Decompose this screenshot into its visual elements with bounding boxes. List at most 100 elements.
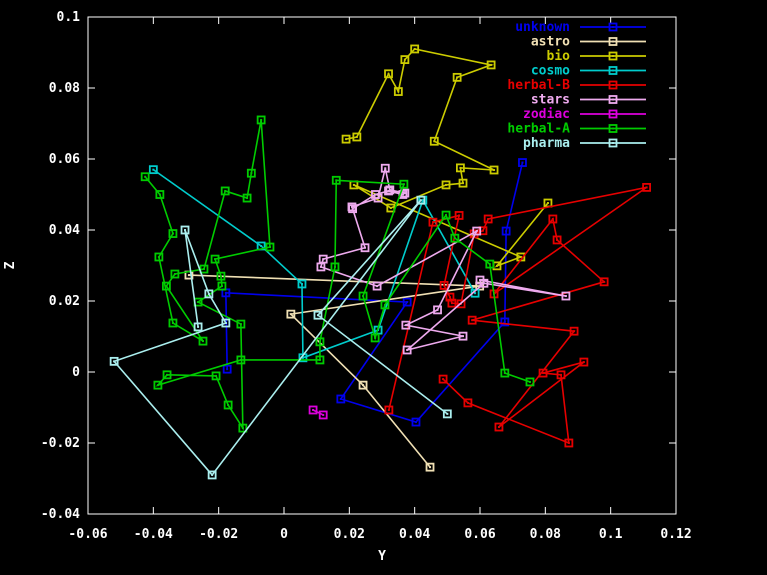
data-point-marker	[399, 179, 409, 189]
data-point-center	[431, 221, 434, 224]
data-point-marker	[162, 370, 172, 380]
data-point-center	[466, 401, 469, 404]
data-point-center	[521, 161, 524, 164]
data-point-marker	[483, 214, 493, 224]
data-point-center	[414, 421, 417, 424]
data-point-center	[319, 265, 322, 268]
data-point-center	[406, 348, 409, 351]
data-point-marker	[336, 394, 346, 404]
legend-item-herbal-A: herbal-A	[507, 122, 646, 137]
data-point-center	[403, 58, 406, 61]
data-point-center	[322, 258, 325, 261]
data-point-center	[345, 138, 348, 141]
data-point-center	[318, 340, 321, 343]
data-point-marker	[433, 305, 442, 315]
data-point-center	[388, 188, 391, 191]
data-point-marker	[380, 163, 390, 173]
data-point-center	[215, 374, 218, 377]
legend-label-zodiac: zodiac	[523, 107, 570, 122]
data-point-marker	[198, 336, 208, 346]
data-point-marker	[642, 182, 651, 192]
data-point-center	[456, 76, 459, 79]
data-point-center	[573, 330, 576, 333]
data-point-center	[197, 325, 200, 328]
data-point-marker	[561, 291, 571, 301]
x-tick-label: 0.12	[660, 527, 691, 542]
data-point-marker	[140, 172, 150, 182]
data-point-marker	[358, 380, 368, 390]
data-point-marker	[286, 309, 296, 319]
data-point-center	[446, 412, 449, 415]
data-point-center	[289, 313, 292, 316]
data-point-marker	[341, 134, 351, 144]
legend-label-stars: stars	[531, 93, 570, 108]
data-point-marker	[599, 277, 609, 287]
series-line-herbal-A	[144, 119, 531, 431]
legend-item-zodiac: zodiac	[523, 107, 646, 122]
data-point-marker	[204, 289, 214, 299]
legend-marker-sample	[608, 124, 618, 133]
legend-item-unknown: unknown	[515, 20, 646, 35]
x-tick-label: 0.08	[530, 527, 561, 542]
data-point-marker	[500, 317, 510, 327]
data-point-marker	[439, 280, 449, 290]
data-point-marker	[455, 163, 465, 173]
data-point-center	[268, 246, 271, 249]
data-point-center	[301, 356, 304, 359]
data-point-marker	[193, 322, 203, 332]
data-point-center	[442, 378, 445, 381]
legend-label-bio: bio	[547, 49, 571, 64]
data-point-marker	[153, 380, 163, 390]
data-point-marker	[155, 190, 165, 199]
data-point-marker	[518, 158, 527, 167]
y-tick-label: 0.02	[49, 294, 80, 309]
data-point-marker	[548, 214, 558, 224]
data-point-marker	[109, 356, 119, 366]
data-point-marker	[450, 233, 460, 243]
data-point-center	[333, 265, 336, 268]
data-point-center	[339, 397, 342, 400]
data-point-center	[475, 230, 478, 233]
data-point-center	[479, 279, 481, 282]
legend-marker-center	[612, 127, 614, 130]
data-point-marker	[207, 470, 217, 480]
data-point-marker	[525, 377, 535, 387]
data-point-marker	[428, 217, 438, 227]
y-tick-label: 0.08	[49, 81, 80, 96]
data-point-center	[383, 303, 386, 306]
data-point-center	[413, 47, 416, 50]
data-point-center	[156, 384, 159, 387]
data-point-center	[318, 358, 321, 361]
data-point-center	[474, 292, 477, 295]
data-point-marker	[384, 405, 394, 415]
legend-marker-sample	[608, 109, 618, 119]
legend-marker-sample	[608, 22, 618, 32]
data-point-center	[645, 186, 648, 189]
data-point-marker	[316, 262, 326, 272]
data-point-marker	[348, 204, 358, 214]
data-point-marker	[242, 193, 252, 203]
x-tick-label: 0	[280, 527, 288, 542]
data-point-marker	[402, 297, 412, 307]
data-point-marker	[331, 175, 341, 185]
data-point-center	[421, 199, 424, 202]
data-point-marker	[384, 186, 393, 196]
data-point-marker	[579, 357, 589, 367]
data-point-marker	[494, 422, 504, 432]
data-point-center	[219, 275, 222, 278]
legend-item-herbal-B: herbal-B	[507, 78, 646, 93]
y-tick-label: -0.02	[41, 436, 80, 451]
data-point-center	[387, 189, 390, 192]
legend-marker-sample	[608, 37, 618, 46]
data-point-marker	[265, 242, 275, 252]
data-point-center	[352, 183, 355, 186]
data-point-center	[546, 202, 549, 205]
x-tick-label: 0.02	[334, 527, 365, 542]
data-point-center	[471, 319, 474, 322]
data-point-center	[389, 206, 392, 209]
data-point-center	[374, 193, 377, 196]
data-point-center	[448, 296, 451, 299]
data-point-marker	[410, 44, 420, 54]
data-point-center	[497, 426, 500, 429]
